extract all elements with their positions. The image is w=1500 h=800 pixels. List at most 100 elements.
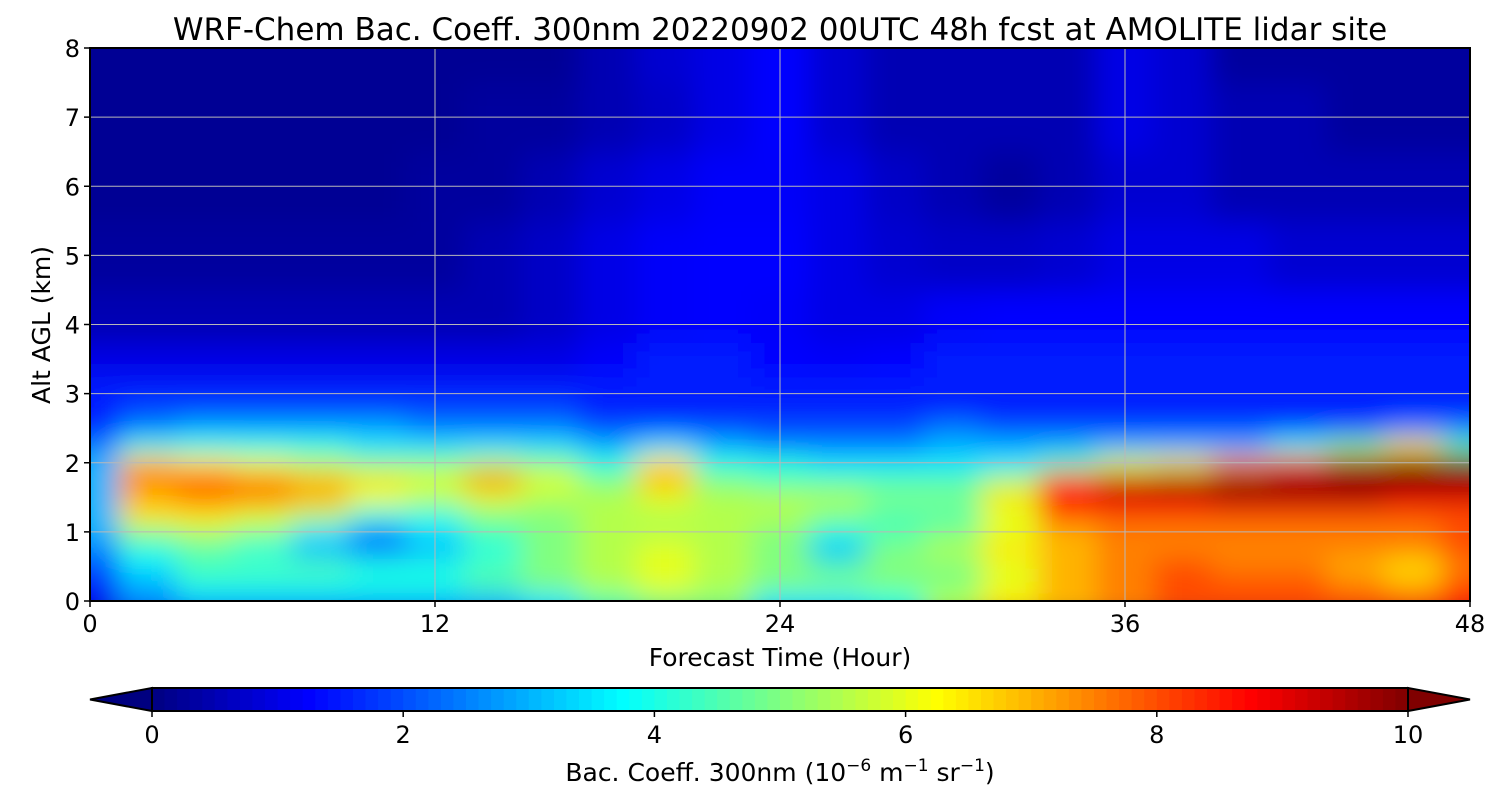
heatmap-cell xyxy=(521,341,580,378)
colorbar-swatch xyxy=(1056,688,1070,711)
colorbar-swatch xyxy=(980,688,995,711)
heatmap-cell xyxy=(348,402,408,421)
heatmap-cell xyxy=(348,471,408,490)
heatmap-cell xyxy=(1268,402,1328,421)
heatmap-cell xyxy=(521,471,580,490)
heatmap-cell xyxy=(90,471,120,490)
heatmap-cell xyxy=(1211,592,1270,601)
colorbar-swatch xyxy=(591,688,605,711)
colorbar-swatch xyxy=(767,688,781,711)
heatmap-cell xyxy=(693,341,753,378)
heatmap-cell xyxy=(1383,289,1443,343)
colorbar-swatch xyxy=(1244,688,1258,711)
colorbar-swatch xyxy=(1370,688,1384,711)
colorbar-swatch xyxy=(390,688,404,711)
heatmap-cell xyxy=(981,488,1040,507)
colorbar-swatch xyxy=(252,688,266,711)
heatmap-cell xyxy=(1441,488,1470,507)
heatmap-cell xyxy=(693,557,753,577)
colorbar-swatch xyxy=(453,688,467,711)
heatmap-cell xyxy=(463,402,523,421)
heatmap-cell xyxy=(291,402,350,421)
colorbar-swatch xyxy=(440,688,455,711)
heatmap-cell xyxy=(348,419,408,438)
heatmap-cell xyxy=(1441,575,1470,594)
heatmap-cell xyxy=(1211,575,1270,594)
heatmap-cell xyxy=(233,419,293,438)
heatmap-cell xyxy=(1383,505,1443,525)
heatmap-cell xyxy=(866,402,925,421)
heatmap-cell xyxy=(1153,436,1213,456)
heatmap-cell xyxy=(90,557,120,577)
heatmap-cell xyxy=(1211,488,1270,507)
heatmap-cell xyxy=(1326,48,1385,84)
heatmap-cell xyxy=(1211,402,1270,421)
heatmap-cell xyxy=(291,540,350,559)
heatmap-cell xyxy=(1326,289,1385,343)
colorbar-swatch xyxy=(1294,688,1309,711)
heatmap-cell xyxy=(1383,488,1443,507)
heatmap-cell xyxy=(808,289,868,343)
colorbar-frame xyxy=(151,687,1409,712)
heatmap-cell xyxy=(1211,419,1270,438)
heatmap-cell xyxy=(808,376,868,404)
heatmap-cell xyxy=(578,289,638,343)
colorbar-swatch xyxy=(1081,688,1095,711)
heatmap-cell xyxy=(636,419,695,438)
heatmap-cell xyxy=(1326,488,1385,507)
colorbar-swatch xyxy=(616,688,630,711)
heatmap-cell xyxy=(118,151,178,222)
heatmap-cell xyxy=(981,471,1040,490)
heatmap-cell xyxy=(808,592,868,601)
colorbar-swatch xyxy=(780,688,794,711)
heatmap-cell xyxy=(923,488,983,507)
heatmap-cell xyxy=(1153,592,1213,601)
heatmap-cell xyxy=(176,540,235,559)
heatmap-cell xyxy=(981,419,1040,438)
colorbar-swatch xyxy=(692,688,706,711)
colorbar-swatch xyxy=(265,688,279,711)
heatmap-cell xyxy=(1326,376,1385,404)
heatmap-cell xyxy=(348,48,408,84)
heatmap-cell xyxy=(233,151,293,222)
heatmap-cell xyxy=(1383,402,1443,421)
heatmap-cell xyxy=(1038,575,1098,594)
heatmap-cell xyxy=(808,471,868,490)
colorbar-swatch xyxy=(754,688,769,711)
colorbar-swatch xyxy=(830,688,844,711)
heatmap-cell xyxy=(291,341,350,378)
colorbar-swatch xyxy=(1345,688,1359,711)
heatmap-cell xyxy=(463,505,523,525)
heatmap-cell xyxy=(693,48,753,84)
heatmap-cell xyxy=(1268,151,1328,222)
heatmap-cell xyxy=(1038,505,1098,525)
heatmap-cell xyxy=(233,557,293,577)
colorbar-swatch xyxy=(1131,688,1145,711)
x-axis-label: Forecast Time (Hour) xyxy=(649,643,912,672)
heatmap-cell xyxy=(90,289,120,343)
heatmap-cell xyxy=(578,341,638,378)
heatmap-cell xyxy=(233,402,293,421)
heatmap-cell xyxy=(1383,557,1443,577)
heatmap-cell xyxy=(348,557,408,577)
heatmap-cell xyxy=(291,419,350,438)
heatmap-cell xyxy=(176,436,235,456)
colorbar-swatch xyxy=(1282,688,1296,711)
y-tick-label: 0 xyxy=(65,588,80,616)
heatmap-cell xyxy=(291,289,350,343)
heatmap-cell xyxy=(463,471,523,490)
colorbar-swatch xyxy=(189,688,203,711)
heatmap-cell xyxy=(118,341,178,378)
heatmap-cell xyxy=(981,436,1040,456)
heatmap-cell xyxy=(1038,471,1098,490)
heatmap-cell xyxy=(578,419,638,438)
heatmap-cell xyxy=(1038,419,1098,438)
heatmap-cell xyxy=(578,376,638,404)
heatmap-cell xyxy=(1383,48,1443,84)
heatmap-cell xyxy=(176,471,235,490)
colorbar-swatch xyxy=(1006,688,1020,711)
colorbar-swatch xyxy=(1219,688,1233,711)
heatmap-cell xyxy=(866,419,925,438)
colorbar-swatch xyxy=(177,688,191,711)
x-tick-label: 24 xyxy=(765,610,796,638)
